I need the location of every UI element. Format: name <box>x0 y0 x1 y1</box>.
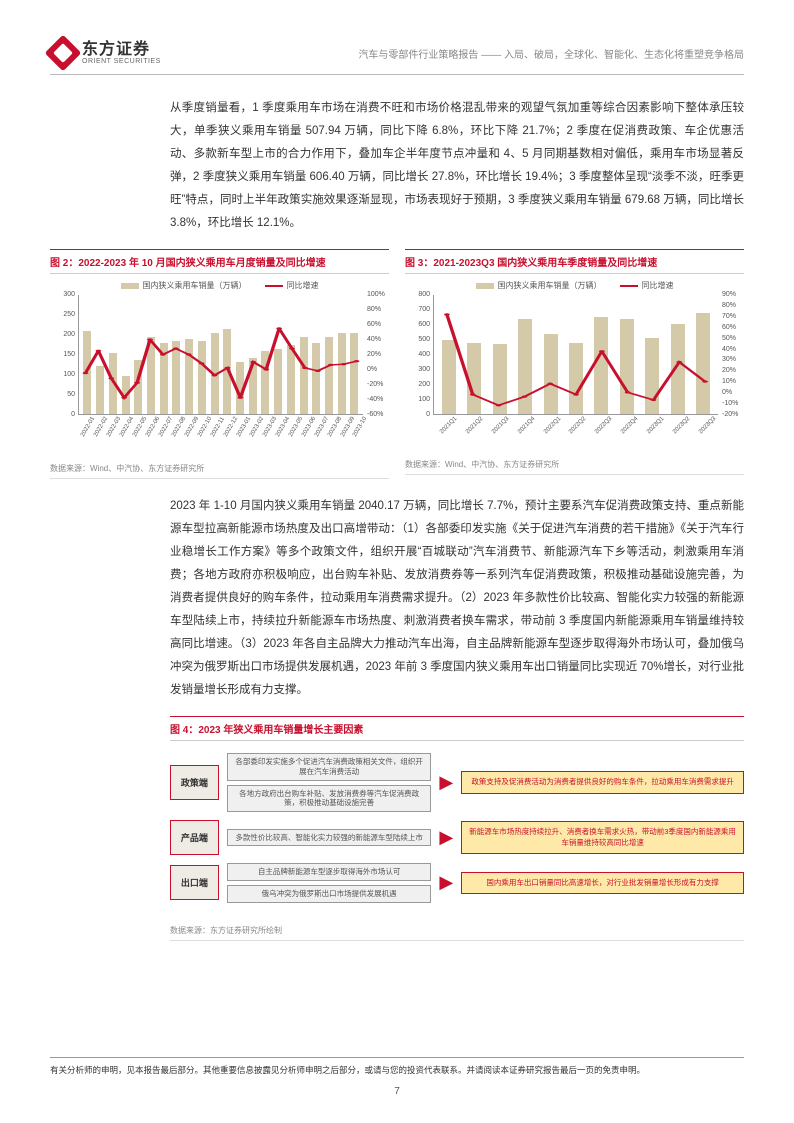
chart-3-source: 数据来源：Wind、中汽协、东方证券研究所 <box>405 459 744 475</box>
diagram-4-source: 数据来源：东方证券研究所绘制 <box>170 925 744 941</box>
legend-line-label: 同比增速 <box>287 280 319 291</box>
legend-bar-icon <box>476 283 494 289</box>
diagram-grey-box: 自主品牌新能源车型逐步取得海外市场认可 <box>227 863 432 881</box>
chart-2-title: 图 2：2022-2023 年 10 月国内狭义乘用车月度销量及同比增速 <box>50 249 389 274</box>
diagram-grey-box: 各地方政府出台购车补贴、发放消费券等汽车促消费政策，积极推动基础设施完善 <box>227 785 432 813</box>
diagram-row: 出口端自主品牌新能源车型逐步取得海外市场认可俄乌冲突为俄罗斯出口市场提供发展机遇… <box>170 863 744 903</box>
paragraph-1: 从季度销量看，1 季度乘用车市场在消费不旺和市场价格混乱带来的观望气氛加重等综合… <box>170 97 744 235</box>
legend-line-label: 同比增速 <box>642 280 674 291</box>
legend-bar-label: 国内狭义乘用车销量（万辆） <box>143 280 247 291</box>
diagram-yellow-box: 国内乘用车出口销量同比高速增长，对行业批发销量增长形成有力支撑 <box>461 872 744 895</box>
legend-line-icon <box>620 285 638 287</box>
diagram-row-mid: 多款性价比较高、智能化实力较强的新能源车型陆续上市 <box>227 829 432 847</box>
doc-title: 汽车与零部件行业策略报告 —— 入局、破局，全球化、智能化、生态化将重塑竞争格局 <box>358 46 744 61</box>
legend-bar-label: 国内狭义乘用车销量（万辆） <box>498 280 602 291</box>
charts-row: 图 2：2022-2023 年 10 月国内狭义乘用车月度销量及同比增速 国内狭… <box>50 249 744 491</box>
diagram-row-mid: 各部委印发实施多个促进汽车消费政策相关文件，组织开展在汽车消费活动各地方政府出台… <box>227 753 432 812</box>
diagram-row-label: 政策端 <box>170 765 219 800</box>
diagram-row: 产品端多款性价比较高、智能化实力较强的新能源车型陆续上市 ▶ 新能源车市场热度持续拉… <box>170 820 744 855</box>
diagram-yellow-box: 政策支持及促消费活动为消费者提供良好的购车条件，拉动乘用车消费需求提升 <box>461 771 744 794</box>
diagram-row: 政策端各部委印发实施多个促进汽车消费政策相关文件，组织开展在汽车消费活动各地方政… <box>170 753 744 812</box>
logo-en: ORIENT SECURITIES <box>82 58 161 65</box>
logo: 东方证券 ORIENT SECURITIES <box>50 40 161 66</box>
chart-3-title: 图 3：2021-2023Q3 国内狭义乘用车季度销量及同比增速 <box>405 249 744 274</box>
chart-3-legend: 国内狭义乘用车销量（万辆） 同比增速 <box>405 280 744 291</box>
diagram-4: 图 4：2023 年狭义乘用车销量增长主要因素 政策端各部委印发实施多个促进汽车… <box>170 716 744 941</box>
diagram-yellow-box: 新能源车市场热度持续拉升、消费者换车需求火热，带动前3季度国内新能源乘用车销量维… <box>461 821 744 854</box>
arrow-icon: ▶ <box>439 772 453 793</box>
chart-3: 图 3：2021-2023Q3 国内狭义乘用车季度销量及同比增速 国内狭义乘用车… <box>405 249 744 491</box>
diagram-grey-box: 各部委印发实施多个促进汽车消费政策相关文件，组织开展在汽车消费活动 <box>227 753 432 781</box>
diagram-row-mid: 自主品牌新能源车型逐步取得海外市场认可俄乌冲突为俄罗斯出口市场提供发展机遇 <box>227 863 432 903</box>
chart-3-canvas: 8007006005004003002001000 90%80%70%60%50… <box>433 295 718 415</box>
diagram-grey-box: 俄乌冲突为俄罗斯出口市场提供发展机遇 <box>227 885 432 903</box>
chart-2: 图 2：2022-2023 年 10 月国内狭义乘用车月度销量及同比增速 国内狭… <box>50 249 389 491</box>
page-footer: 有关分析师的申明，见本报告最后部分。其他重要信息披露见分析师申明之后部分，或请与… <box>50 1057 744 1097</box>
page-header: 东方证券 ORIENT SECURITIES 汽车与零部件行业策略报告 —— 入… <box>50 40 744 75</box>
chart-2-source: 数据来源：Wind、中汽协、东方证券研究所 <box>50 463 389 479</box>
page-number: 7 <box>50 1086 744 1097</box>
arrow-icon: ▶ <box>439 872 453 893</box>
arrow-icon: ▶ <box>439 827 453 848</box>
paragraph-2: 2023 年 1-10 月国内狭义乘用车销量 2040.17 万辆，同比增长 7… <box>170 495 744 702</box>
diagram-4-title: 图 4：2023 年狭义乘用车销量增长主要因素 <box>170 716 744 741</box>
legend-bar-icon <box>121 283 139 289</box>
diagram-row-label: 出口端 <box>170 865 219 900</box>
logo-cn: 东方证券 <box>82 42 161 58</box>
legend-line-icon <box>265 285 283 287</box>
logo-icon <box>45 35 82 72</box>
chart-2-legend: 国内狭义乘用车销量（万辆） 同比增速 <box>50 280 389 291</box>
footer-disclaimer: 有关分析师的申明，见本报告最后部分。其他重要信息披露见分析师申明之后部分，或请与… <box>50 1057 744 1076</box>
chart-2-canvas: 300250200150100500 100%80%60%40%20%0%-20… <box>78 295 363 415</box>
diagram-row-label: 产品端 <box>170 820 219 855</box>
diagram-grey-box: 多款性价比较高、智能化实力较强的新能源车型陆续上市 <box>227 829 432 847</box>
